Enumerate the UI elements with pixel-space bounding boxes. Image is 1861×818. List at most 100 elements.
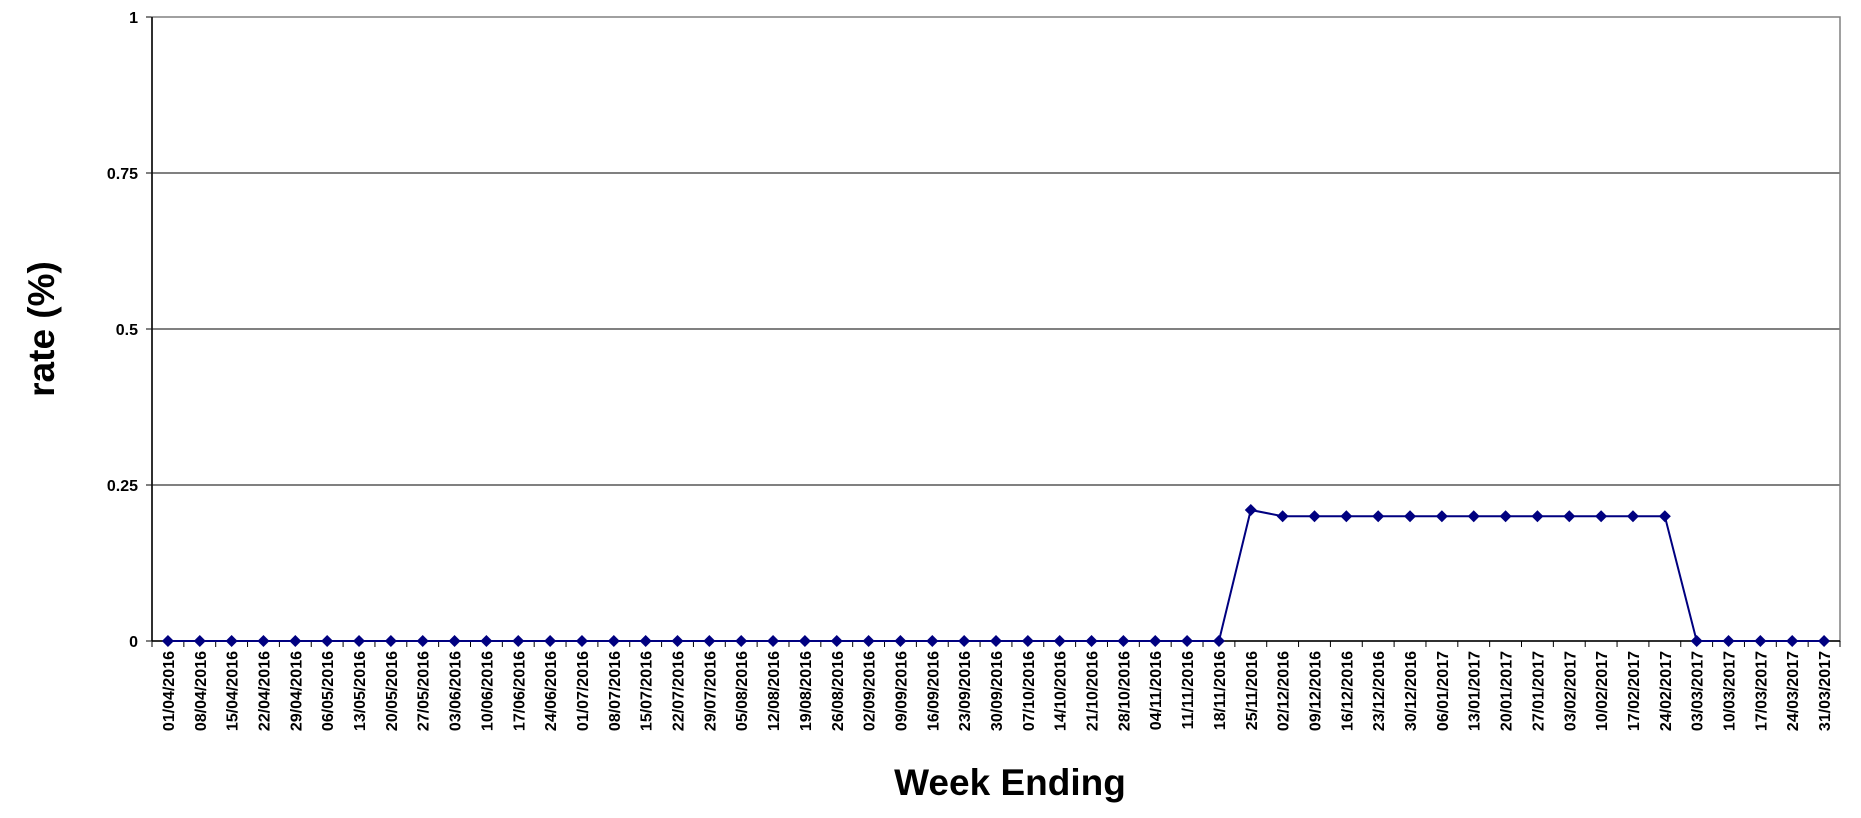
marker [448,635,461,647]
marker [703,635,716,647]
marker [480,635,493,647]
marker [353,635,366,647]
x-tick-label: 08/04/2016 [193,651,210,731]
x-tick-label: 15/07/2016 [639,651,656,731]
y-tick-label: 0.25 [107,478,138,495]
y-tick-label: 0 [129,634,138,651]
marker [1595,510,1608,523]
x-tick-label: 20/01/2017 [1499,651,1516,731]
x-tick-label: 12/08/2016 [766,651,783,731]
x-tick-label: 01/07/2016 [575,651,592,731]
x-tick-label: 16/09/2016 [925,651,942,731]
line-series [167,508,1825,642]
marker [862,635,875,647]
marker [512,635,525,647]
marker [1690,635,1703,647]
marker [225,635,238,647]
x-tick-label: 22/04/2016 [256,651,273,731]
marker [193,635,206,647]
marker [990,635,1002,647]
marker [830,635,843,647]
x-tick-label: 18/11/2016 [1212,651,1229,730]
x-tick-label: 11/11/2016 [1180,651,1197,729]
marker [1276,510,1289,523]
marker [544,635,557,647]
marker [1372,510,1385,523]
marker [1340,510,1353,523]
x-tick-label: 28/10/2016 [1116,651,1133,731]
marker [161,635,174,647]
x-tick-label: 02/12/2016 [1276,651,1293,731]
x-tick-label: 30/09/2016 [989,651,1006,731]
marker [1499,510,1512,523]
x-tick-label: 10/06/2016 [479,651,496,731]
x-tick-label: 06/05/2016 [320,651,337,731]
marker [257,635,270,647]
x-tick-label: 01/04/2016 [161,651,178,731]
x-tick-label: 21/10/2016 [1085,651,1102,731]
x-tick-label: 25/11/2016 [1244,651,1261,730]
marker [1085,635,1098,647]
x-tick-label: 20/05/2016 [384,651,401,731]
marker [1818,635,1831,647]
y-tick-label: 0.5 [116,322,138,339]
x-tick-label: 19/08/2016 [798,651,815,731]
marker [607,635,620,647]
x-tick-label: 03/06/2016 [448,651,465,731]
x-tick-label: 22/07/2016 [671,651,688,731]
marker [1149,635,1162,647]
y-tick-label: 0.75 [107,166,138,183]
x-tick-label: 29/07/2016 [702,651,719,731]
x-tick-label: 13/01/2017 [1467,651,1484,731]
x-tick-label: 09/12/2016 [1307,651,1324,731]
marker [384,635,397,647]
marker [1244,503,1257,516]
marker [1722,635,1735,647]
x-tick-label: 26/08/2016 [830,651,847,731]
x-tick-label: 27/05/2016 [416,651,433,731]
marker [1626,510,1639,523]
marker [1467,510,1480,523]
x-tick-label: 17/06/2016 [511,651,528,731]
marker [1181,635,1194,647]
x-tick-label: 06/01/2017 [1435,651,1452,731]
marker [926,635,939,647]
x-tick-label: 02/09/2016 [862,651,879,731]
y-tick-label: 1 [129,10,138,27]
x-axis-title: Week Ending [894,762,1126,803]
x-tick-label: 10/03/2017 [1722,651,1739,731]
x-tick-label: 17/02/2017 [1626,651,1643,731]
x-tick-label: 31/03/2017 [1817,651,1834,731]
x-tick-label: 29/04/2016 [288,651,305,731]
marker [1404,510,1417,523]
marker [1754,635,1767,647]
x-tick-label: 05/08/2016 [734,651,751,731]
x-tick-label: 23/09/2016 [957,651,974,731]
x-tick-label: 27/01/2017 [1530,651,1547,731]
marker [1531,510,1544,523]
marker [1212,635,1225,647]
x-tick-label: 14/10/2016 [1053,651,1070,731]
x-tick-label: 30/12/2016 [1403,651,1420,731]
marker [735,635,748,647]
marker [894,635,907,647]
y-axis-title: rate (%) [21,261,62,397]
marker [639,635,652,647]
marker [671,635,684,647]
marker [1658,510,1671,523]
marker [1021,635,1034,647]
x-tick-label: 09/09/2016 [893,651,910,731]
x-tick-label: 07/10/2016 [1021,651,1038,731]
x-tick-label: 17/03/2017 [1753,651,1770,731]
x-tick-label: 04/11/2016 [1148,651,1165,730]
marker [1435,510,1448,523]
x-tick-label: 24/06/2016 [543,651,560,731]
x-tick-label: 24/02/2017 [1658,651,1675,731]
marker [1786,635,1799,647]
x-tick-label: 13/05/2016 [352,651,369,731]
x-tick-label: 23/12/2016 [1371,651,1388,731]
marker [416,635,429,647]
marker [289,635,302,647]
marker [798,635,811,647]
